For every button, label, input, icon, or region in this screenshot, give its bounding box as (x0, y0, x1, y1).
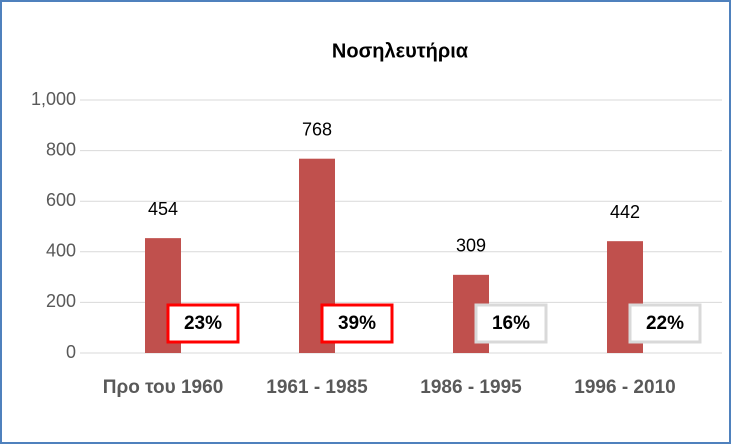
annotation: 39% (338, 313, 376, 334)
annotation: 16% (492, 313, 530, 334)
annotation-box (628, 303, 702, 344)
annotation: 23% (184, 313, 222, 334)
annotation-box (474, 303, 548, 344)
chart-title: Νοσηλευτήρια (332, 40, 469, 62)
value-label: 442 (610, 202, 640, 222)
value-label: 768 (302, 119, 332, 139)
value-label: 454 (148, 199, 178, 219)
annotation-box (166, 303, 240, 344)
x-tick-label: Προ του 1960 (103, 377, 224, 398)
annotation: 22% (646, 313, 684, 334)
y-tick-label: 0 (66, 342, 76, 362)
y-tick-label: 600 (46, 190, 76, 210)
x-tick-label: 1996 - 2010 (574, 377, 675, 398)
y-tick-label: 800 (46, 139, 76, 159)
x-tick-label: 1961 - 1985 (266, 377, 368, 398)
annotation-box (320, 303, 394, 344)
value-label: 309 (456, 236, 486, 256)
y-tick-label: 400 (46, 241, 76, 261)
y-tick-label: 200 (46, 291, 76, 311)
x-tick-label: 1986 - 1995 (420, 377, 522, 398)
y-tick-label: 1,000 (31, 89, 76, 109)
